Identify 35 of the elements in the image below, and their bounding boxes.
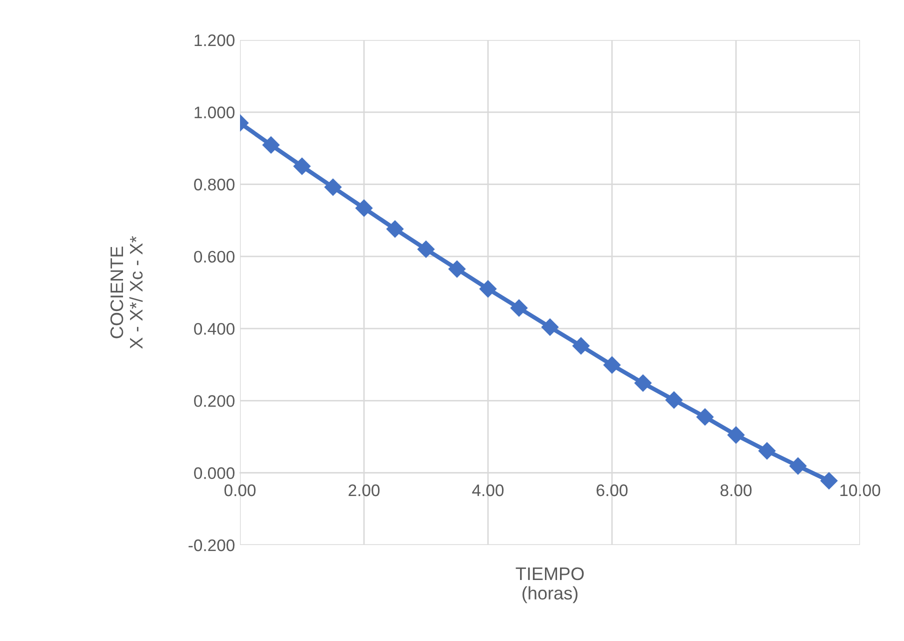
point bbox=[479, 280, 497, 298]
y-tick-label: 1.200 bbox=[194, 34, 234, 46]
point bbox=[541, 318, 559, 336]
point bbox=[665, 391, 683, 409]
point bbox=[355, 200, 373, 217]
x-axis-title: TIEMPO (horas) bbox=[516, 567, 584, 604]
y-axis-title: COCIENTE X - X*/ Xc - X* bbox=[110, 236, 143, 349]
x-tick-label: 10.00 bbox=[840, 484, 880, 496]
point bbox=[510, 299, 528, 317]
point bbox=[386, 220, 404, 238]
point bbox=[789, 457, 807, 475]
y-tick-label: 1.000 bbox=[194, 106, 234, 118]
point bbox=[572, 337, 590, 354]
point bbox=[293, 158, 311, 175]
y-tick-label: 0.200 bbox=[194, 395, 234, 407]
x-tick-label: 0.00 bbox=[224, 484, 256, 496]
y-tick-label: 0.000 bbox=[194, 467, 234, 480]
point bbox=[696, 408, 714, 426]
y-tick-label: 0.800 bbox=[194, 178, 234, 190]
point bbox=[448, 260, 466, 278]
y-tick-label: 0.600 bbox=[194, 250, 234, 263]
y-tick-label: -0.200 bbox=[188, 539, 234, 552]
point bbox=[262, 136, 280, 154]
point bbox=[634, 374, 652, 392]
point bbox=[758, 442, 776, 460]
x-tick-label: 8.00 bbox=[720, 484, 752, 496]
point bbox=[324, 178, 342, 196]
x-tick-label: 2.00 bbox=[348, 484, 380, 496]
point bbox=[727, 426, 745, 444]
x-tick-label: 6.00 bbox=[596, 484, 628, 496]
point bbox=[820, 472, 838, 490]
y-tick-label: 0.400 bbox=[194, 322, 234, 335]
point bbox=[603, 356, 621, 374]
point bbox=[417, 240, 435, 258]
x-tick-label: 4.00 bbox=[472, 484, 504, 496]
